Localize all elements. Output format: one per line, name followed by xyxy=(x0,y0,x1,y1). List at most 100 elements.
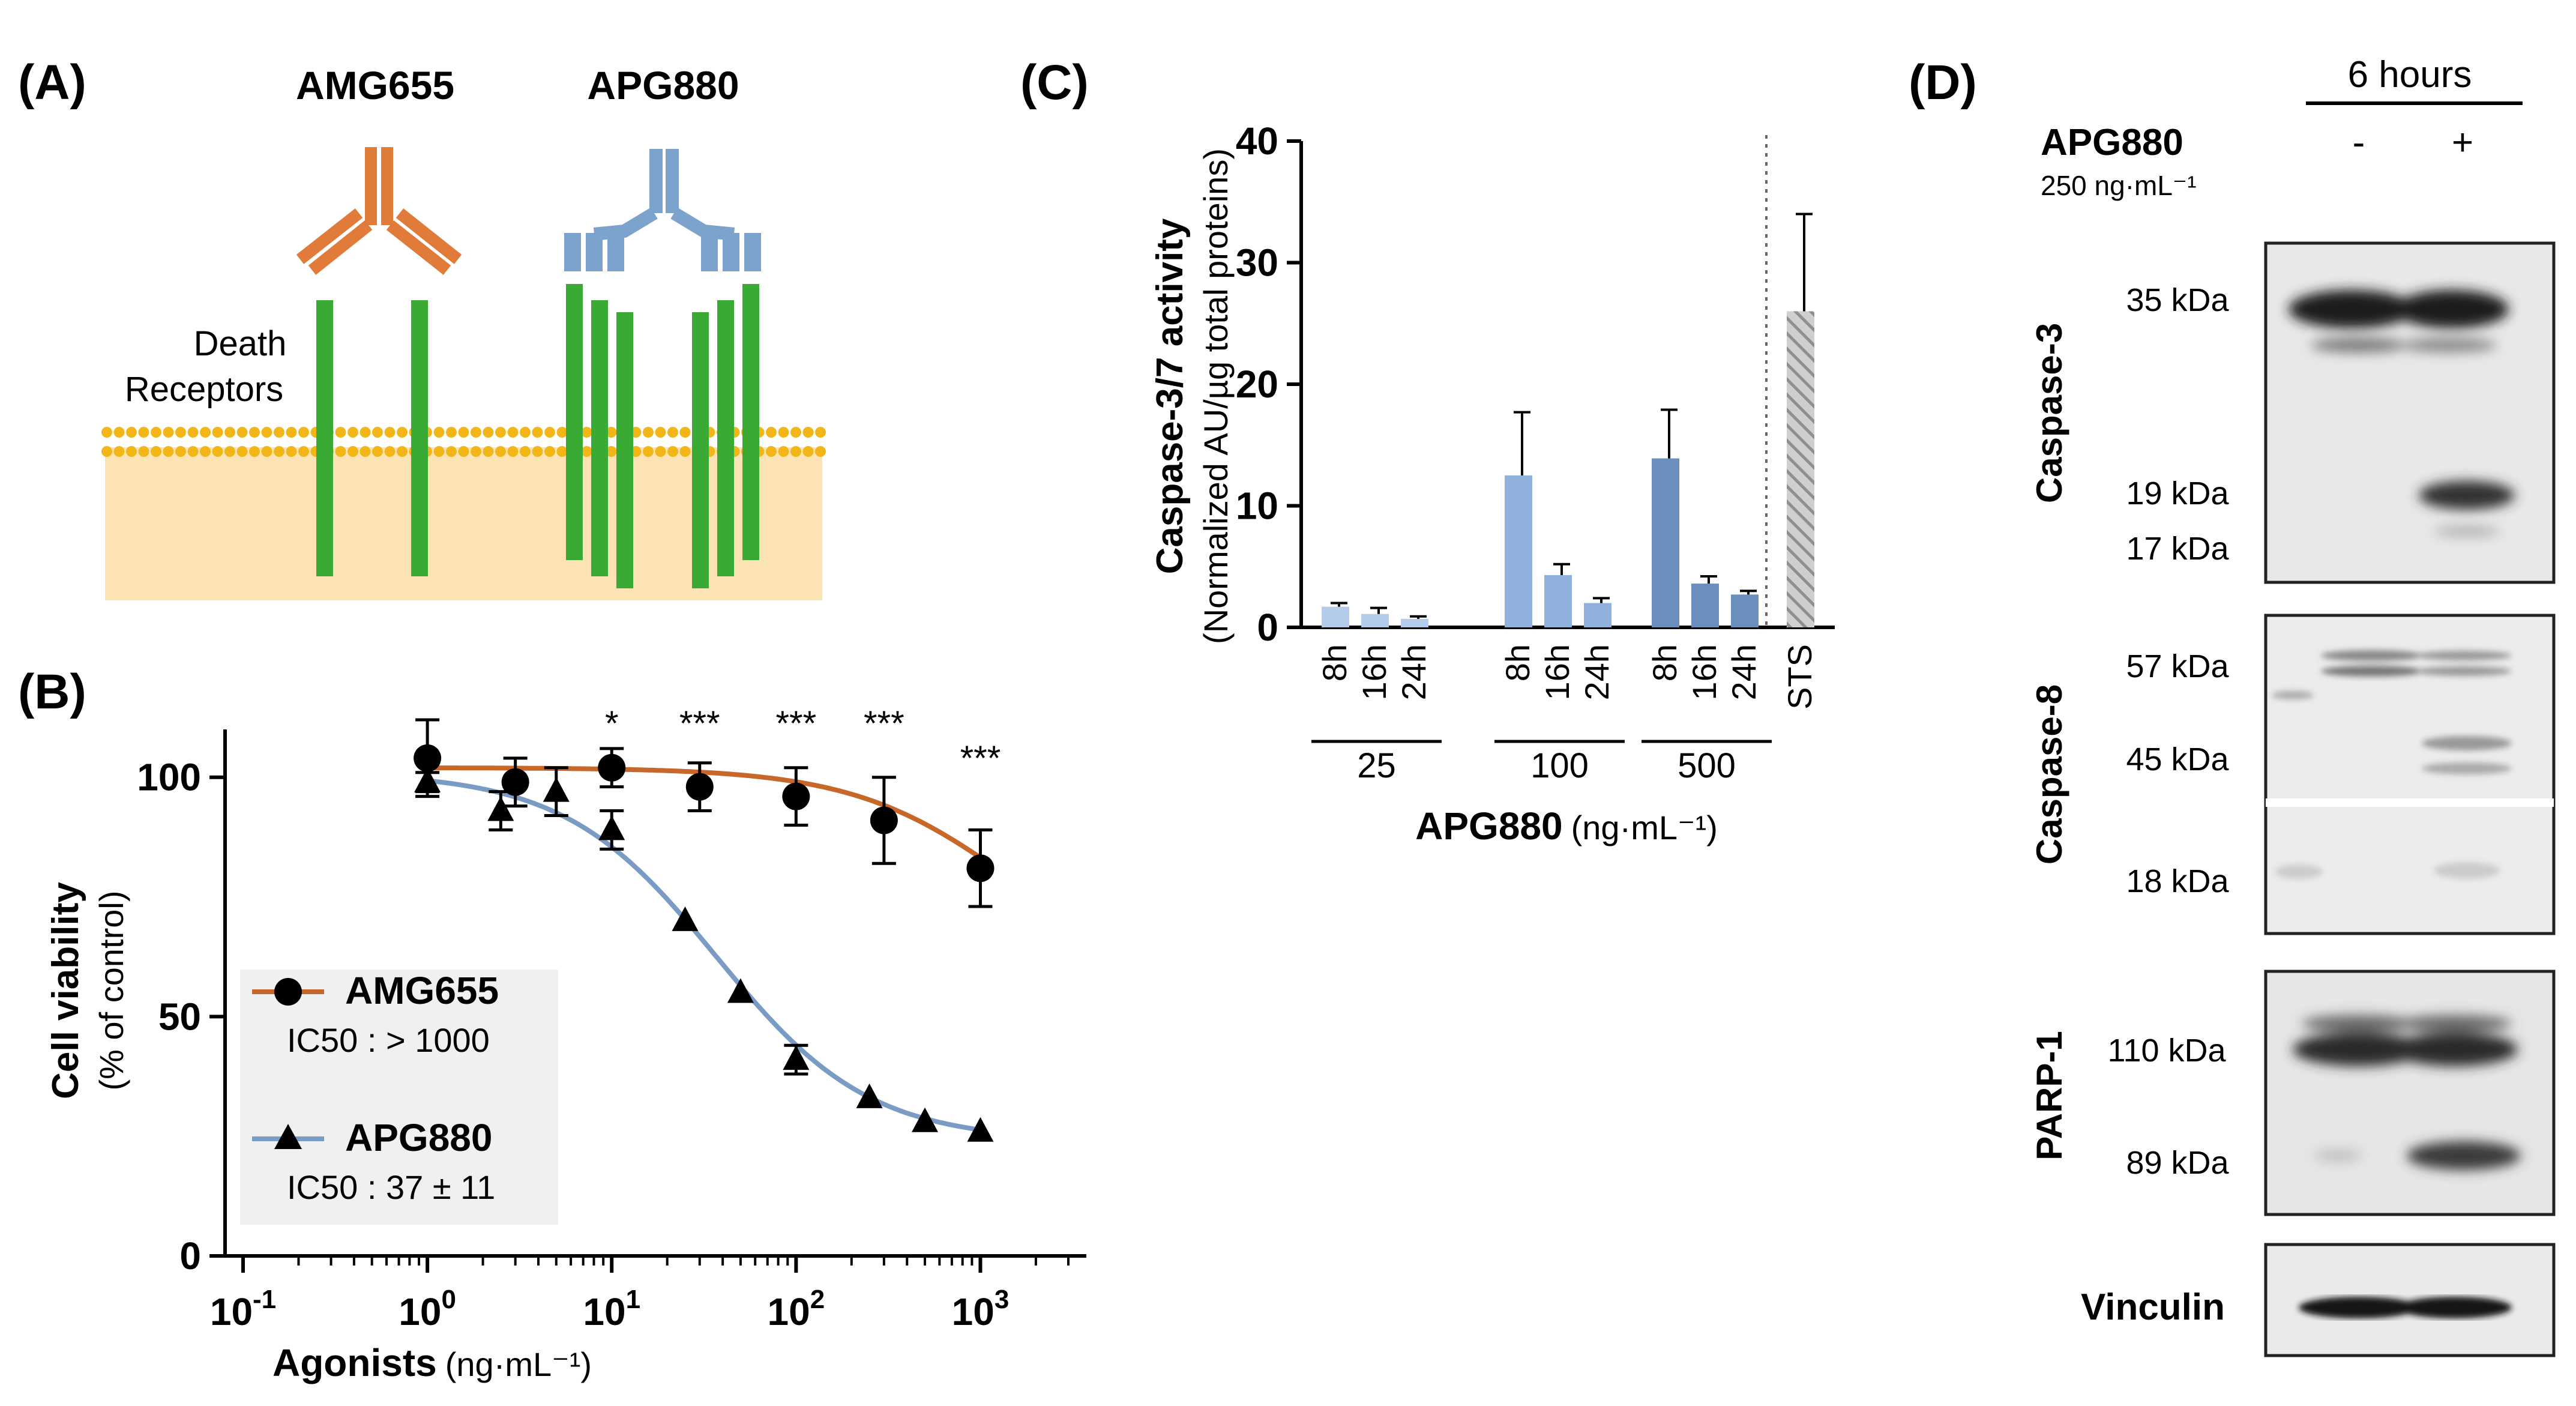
lipid-head xyxy=(212,446,223,457)
c-bar-label: 24h xyxy=(1578,644,1616,700)
lipid-head xyxy=(532,446,543,457)
c-bar-25-16h xyxy=(1361,614,1389,627)
panel-label-b: (B) xyxy=(18,665,86,719)
apg880-antibody-icon xyxy=(564,149,761,271)
c-bar-label: 8h xyxy=(1316,644,1353,681)
lipid-head xyxy=(224,446,235,457)
b-point-apg880 xyxy=(672,906,699,931)
lipid-head xyxy=(766,446,777,457)
marker-35kda: 35 kDa xyxy=(2126,282,2229,318)
lipid-head xyxy=(236,446,248,457)
lipid-head xyxy=(790,446,801,457)
b-y-label: Cell viability xyxy=(45,882,86,1099)
lipid-head xyxy=(175,427,186,438)
b-x-label-bold: Agonists xyxy=(272,1341,437,1384)
lipid-head xyxy=(458,446,469,457)
lipid-head xyxy=(397,427,408,438)
panel-label-d: (D) xyxy=(1909,55,1977,110)
lipid-head xyxy=(471,446,481,457)
lipid-head xyxy=(433,446,445,457)
receptor-label-line1: Death xyxy=(194,324,287,363)
lipid-head xyxy=(224,427,235,438)
lipid-head xyxy=(544,446,555,457)
c-y-tick-label: 0 xyxy=(1257,606,1278,649)
blot-vinculin: Vinculin xyxy=(2081,1243,2556,1357)
b-legend-apg880-ic50: IC50 : 37 ± 11 xyxy=(287,1168,495,1206)
b-significance-mark: * xyxy=(605,704,619,743)
lipid-head xyxy=(520,427,531,438)
lipid-head xyxy=(766,427,777,438)
panel-label-c: (C) xyxy=(1020,55,1089,110)
lipid-head xyxy=(261,446,272,457)
lipid-head xyxy=(200,427,211,438)
amg655-antibody-icon xyxy=(296,147,462,275)
c-y-label-sub: (Normalized AU/µg total proteins) xyxy=(1197,148,1235,644)
c-bar-25-24h xyxy=(1401,618,1428,627)
b-point-apg880 xyxy=(912,1107,939,1132)
lipid-head xyxy=(138,427,149,438)
lipid-head xyxy=(163,446,174,457)
lipid-head xyxy=(348,427,358,438)
b-point-amg655 xyxy=(782,782,810,810)
c-x-label: APG880 (ng·mL⁻¹) xyxy=(1415,804,1718,848)
b-point-apg880 xyxy=(967,1117,994,1142)
b-legend-apg880-name: APG880 xyxy=(345,1116,492,1159)
lipid-head xyxy=(556,427,568,438)
b-x-tick-label: 101 xyxy=(583,1285,640,1333)
lipid-head xyxy=(175,446,186,457)
c-bar-label: 24h xyxy=(1395,644,1433,700)
marker-57kda: 57 kDa xyxy=(2126,648,2229,684)
lipid-head xyxy=(151,446,161,457)
lipid-head xyxy=(360,427,371,438)
c-bar-100-24h xyxy=(1584,603,1612,627)
lipid-head xyxy=(507,427,519,438)
lipid-head xyxy=(655,427,666,438)
c-bar-label: 16h xyxy=(1685,644,1723,700)
lipid-head xyxy=(483,427,494,438)
b-fit-curve-apg880 xyxy=(427,778,981,1132)
b-significance-mark: *** xyxy=(960,739,1001,778)
lipid-head xyxy=(802,427,814,438)
c-bar-label: 8h xyxy=(1646,644,1684,681)
antibody-label-amg655: AMG655 xyxy=(296,63,454,107)
b-significance-mark: *** xyxy=(864,704,904,743)
marker-89kda: 89 kDa xyxy=(2126,1145,2229,1181)
c-y-tick-label: 40 xyxy=(1236,119,1278,163)
lipid-head xyxy=(335,446,346,457)
b-fit-curve-amg655 xyxy=(427,765,982,860)
lipid-head xyxy=(384,446,396,457)
lipid-head xyxy=(163,427,174,438)
c-bar-500-16h xyxy=(1691,584,1719,627)
blot-name-parp-1: PARP-1 xyxy=(2029,1031,2069,1160)
lipid-head xyxy=(249,446,260,457)
c-bar-500-8h xyxy=(1652,458,1679,627)
lipid-head xyxy=(298,446,309,457)
b-legend-apg880-marker xyxy=(274,1124,302,1149)
lipid-head xyxy=(495,446,506,457)
marker-18kda: 18 kDa xyxy=(2126,863,2229,899)
c-y-tick-label: 10 xyxy=(1236,484,1278,528)
panel-a-schematic: AMG655 APG880 xyxy=(101,63,826,600)
lipid-head xyxy=(778,427,789,438)
lipid-head xyxy=(151,427,161,438)
lipid-head xyxy=(667,446,678,457)
lipid-head xyxy=(483,446,494,457)
lipid-head xyxy=(187,427,199,438)
d-lane-minus: - xyxy=(2353,122,2365,163)
b-x-tick-label: 10-1 xyxy=(210,1285,276,1333)
lipid-head xyxy=(200,446,211,457)
lipid-head xyxy=(544,427,555,438)
c-bar-100-16h xyxy=(1544,575,1572,627)
lipid-head xyxy=(815,427,826,438)
marker-19kda: 19 kDa xyxy=(2126,475,2229,511)
b-significance-mark: *** xyxy=(775,704,816,743)
b-y-tick-label: 100 xyxy=(137,756,201,799)
marker-45kda: 45 kDa xyxy=(2126,741,2229,777)
lipid-head xyxy=(286,427,297,438)
lipid-head xyxy=(335,427,346,438)
lipid-head xyxy=(433,427,445,438)
lipid-head xyxy=(360,446,371,457)
lipid-head xyxy=(113,427,125,438)
lipid-head xyxy=(556,446,568,457)
